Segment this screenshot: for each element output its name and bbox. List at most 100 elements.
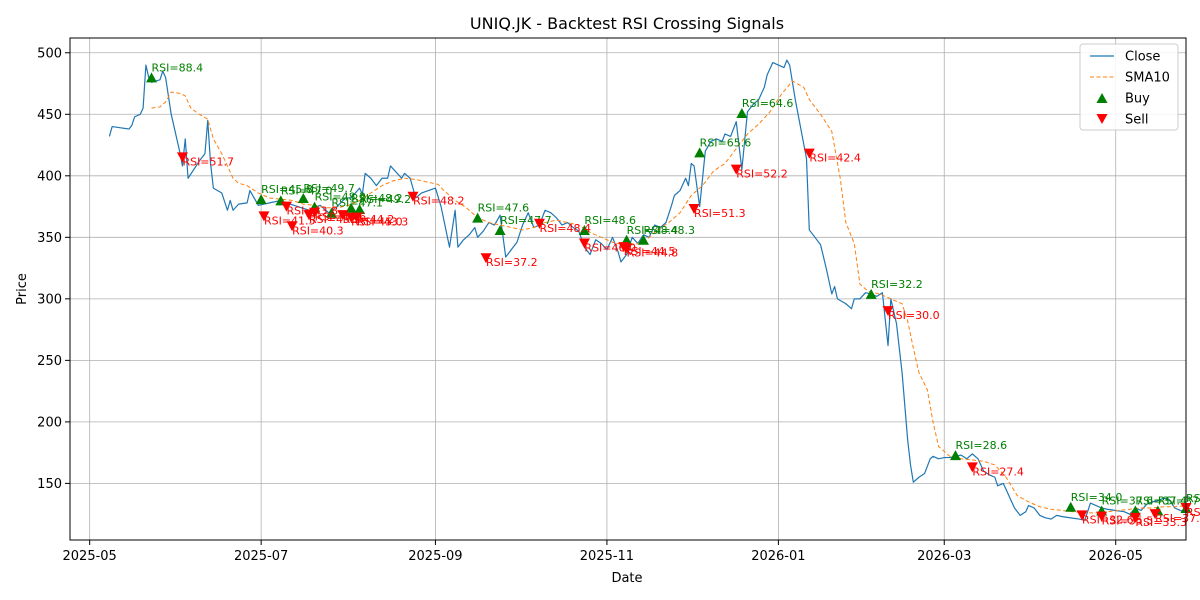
sell-annotation: RSI=40.3	[292, 224, 344, 237]
buy-annotation: RSI=37.6	[1102, 494, 1154, 507]
buy-annotation: RSI=45.8	[261, 183, 313, 196]
sell-annotation: RSI=51.3	[694, 207, 746, 220]
buy-marker	[297, 192, 309, 203]
buy-marker	[325, 207, 337, 218]
y-axis-label: Price	[15, 273, 30, 305]
sell-annotation: RSI=33.3	[1135, 516, 1187, 529]
sell-annotation: RSI=43.3	[357, 216, 409, 229]
sell-marker	[1129, 512, 1141, 523]
buy-marker	[354, 204, 366, 215]
y-tick-label: 450	[37, 108, 62, 123]
x-tick-label: 2026-01	[751, 549, 805, 564]
legend-label-sell: Sell	[1125, 113, 1148, 128]
sell-annotation: RSI=48.2	[413, 195, 465, 208]
sell-marker	[533, 218, 545, 229]
sell-marker	[966, 462, 978, 473]
buy-annotation: RSI=47.1	[331, 197, 383, 210]
sell-annotation: RSI=37.0	[1155, 512, 1200, 525]
buy-marker	[578, 224, 590, 235]
x-tick-label: 2025-05	[63, 549, 117, 564]
sell-annotation: RSI=27.4	[972, 465, 1024, 478]
sell-annotation: RSI=37.2	[486, 256, 538, 269]
sell-marker	[309, 207, 321, 218]
buy-marker	[637, 234, 649, 245]
y-tick-label: 400	[37, 169, 62, 184]
sell-marker	[176, 152, 188, 163]
y-tick-label: 300	[37, 292, 62, 307]
buy-annotation: RSI=48.6	[584, 214, 636, 227]
buy-marker	[694, 147, 706, 158]
buy-marker	[949, 450, 961, 461]
sell-annotation: RSI=30.0	[888, 309, 940, 322]
sell-marker	[258, 211, 270, 222]
sell-annotation: RSI=41.5	[264, 214, 316, 227]
buy-annotation: RSI=28.6	[955, 439, 1007, 452]
buy-marker	[146, 72, 158, 83]
legend: Close SMA10 Buy Sell	[1079, 43, 1179, 131]
legend-label-close: Close	[1125, 50, 1160, 65]
x-axis-label: Date	[611, 571, 642, 586]
buy-annotation: RSI=64.6	[742, 97, 794, 110]
legend-buy-swatch	[1096, 93, 1108, 103]
y-axis-ticks: 150 200 250 300 350 400 450 500	[37, 46, 70, 492]
sell-annotation: RSI=45.3	[309, 213, 361, 226]
sell-marker	[882, 306, 894, 317]
buy-annotation: RSI=49.7	[303, 182, 355, 195]
sell-annotation: RSI=35.5	[1102, 515, 1154, 528]
sell-marker	[280, 201, 292, 212]
sell-marker	[688, 204, 700, 215]
legend-box	[1079, 43, 1179, 131]
buy-marker	[255, 194, 267, 205]
buy-annotation: RSI=41.7	[1186, 492, 1200, 505]
sma10-line	[151, 80, 1186, 514]
buy-annotation: RSI=32.2	[871, 278, 923, 291]
sell-annotation: RSI=52.2	[736, 168, 788, 181]
sell-annotation: RSI=42.4	[809, 152, 861, 165]
sell-marker	[1076, 510, 1088, 521]
x-axis-ticks: 2025-05 2025-07 2025-09 2025-11 2026-01 2026-…	[63, 540, 1143, 564]
sell-marker	[578, 238, 590, 249]
sell-annotation: RSI=51.7	[182, 155, 234, 168]
x-tick-label: 2025-07	[234, 549, 288, 564]
legend-label-buy: Buy	[1125, 92, 1150, 107]
buy-annotation: RSI=48.2	[351, 192, 403, 205]
buy-marker	[865, 288, 877, 299]
sell-marker	[407, 191, 419, 202]
sell-marker	[621, 243, 633, 254]
sell-marker	[286, 221, 298, 232]
legend-sell-swatch	[1096, 114, 1108, 124]
sell-marker	[351, 212, 363, 223]
x-tick-label: 2026-05	[1089, 549, 1143, 564]
sell-annotation: RSI=44.8	[627, 246, 679, 259]
sell-marker	[337, 210, 349, 221]
buy-marker	[494, 224, 506, 235]
buy-marker	[472, 212, 484, 223]
signal-markers: RSI=88.4RSI=45.8RSI=47.0RSI=49.7RSI=48.2…	[146, 61, 1200, 529]
sell-annotation: RSI=45.0	[351, 216, 403, 229]
sell-annotation: RSI=44.5	[624, 245, 676, 258]
chart-title: UNIQ.JK - Backtest RSI Crossing Signals	[470, 14, 784, 33]
buy-annotation: RSI=47.6	[478, 202, 530, 215]
sell-marker	[1096, 511, 1108, 522]
buy-marker	[1065, 501, 1077, 512]
x-tick-label: 2025-11	[580, 549, 634, 564]
y-tick-label: 350	[37, 231, 62, 246]
buy-annotation: RSI=48.2	[315, 191, 367, 204]
x-tick-label: 2026-03	[917, 549, 971, 564]
buy-annotation: RSI=34.0	[1071, 491, 1123, 504]
buy-annotation: RSI=48.4	[627, 224, 679, 237]
buy-annotation: RSI=65.6	[700, 136, 752, 149]
sell-annotation: RSI=48.4	[539, 222, 591, 235]
y-tick-label: 250	[37, 354, 62, 369]
buy-annotation: RSI=49.2	[360, 193, 412, 206]
sell-annotation: RSI=42.9	[1186, 506, 1200, 519]
sell-marker	[1149, 509, 1161, 520]
plot-frame	[69, 37, 1187, 541]
sell-marker	[730, 164, 742, 175]
buy-annotation: RSI=37.4	[1135, 494, 1187, 507]
legend-label-sma: SMA10	[1125, 71, 1170, 86]
buy-annotation: RSI=47.0	[281, 184, 333, 197]
buy-marker	[345, 202, 357, 213]
